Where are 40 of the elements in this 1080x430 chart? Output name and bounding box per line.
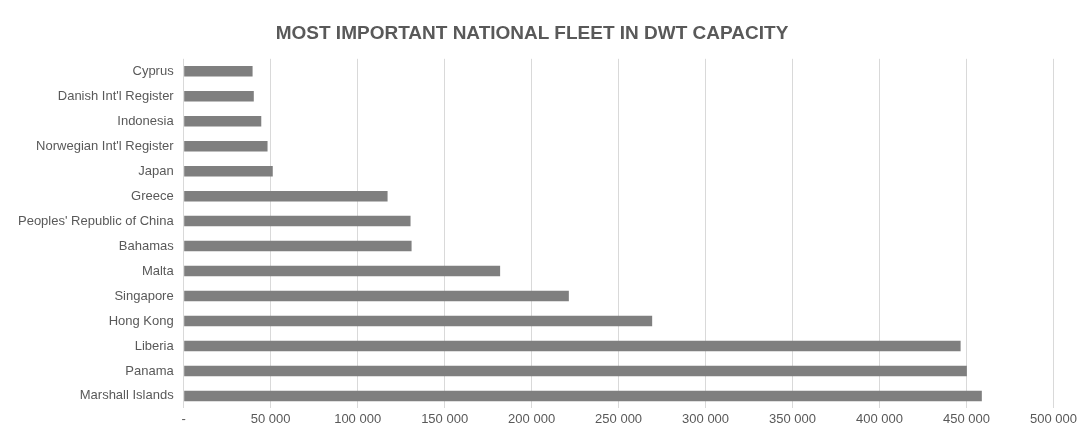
bar: [184, 215, 411, 227]
x-tick-label: 150 000: [421, 410, 469, 426]
bar: [184, 315, 653, 327]
bar: [184, 140, 268, 152]
y-tick-label: Singapore: [114, 287, 174, 303]
y-tick-label: Indonesia: [117, 112, 175, 128]
x-tick-label: 350 000: [769, 410, 817, 426]
bar: [184, 190, 388, 202]
x-tick-label: 50 000: [250, 410, 291, 426]
y-tick-label: Bahamas: [118, 237, 175, 253]
y-tick-label: Hong Kong: [108, 312, 174, 328]
y-tick-label: Greece: [131, 187, 174, 203]
x-tick-label: -: [181, 410, 186, 426]
x-tick-label: 400 000: [856, 410, 904, 426]
y-tick-label: Liberia: [134, 337, 175, 353]
y-tick-label: Marshall Islands: [79, 387, 175, 403]
bar: [184, 91, 254, 102]
bar: [184, 290, 569, 302]
y-tick-label: Japan: [138, 162, 174, 178]
bar: [184, 365, 967, 377]
bar: [184, 265, 501, 277]
y-tick-label: Peoples' Republic of China: [17, 212, 175, 228]
bar: [184, 340, 961, 352]
x-tick-label: 450 000: [943, 410, 991, 426]
bar: [184, 165, 273, 177]
x-tick-label: 200 000: [508, 410, 556, 426]
bar: [184, 115, 262, 127]
y-tick-label: Norwegian Int'l Register: [36, 137, 175, 153]
bar: [184, 240, 412, 252]
chart-title: MOST IMPORTANT NATIONAL FLEET IN DWT CAPACITY: [275, 21, 789, 43]
bar: [184, 390, 982, 402]
y-tick-label: Cyprus: [132, 62, 175, 78]
y-tick-label: Panama: [125, 362, 175, 378]
x-tick-label: 250 000: [595, 410, 643, 426]
x-tick-label: 500 000: [1030, 410, 1077, 426]
x-tick-label: 100 000: [334, 410, 382, 426]
y-tick-label: Malta: [141, 262, 175, 278]
bar: [184, 66, 253, 77]
x-tick-label: 300 000: [682, 410, 730, 426]
y-tick-label: Danish Int'l Register: [57, 87, 175, 103]
